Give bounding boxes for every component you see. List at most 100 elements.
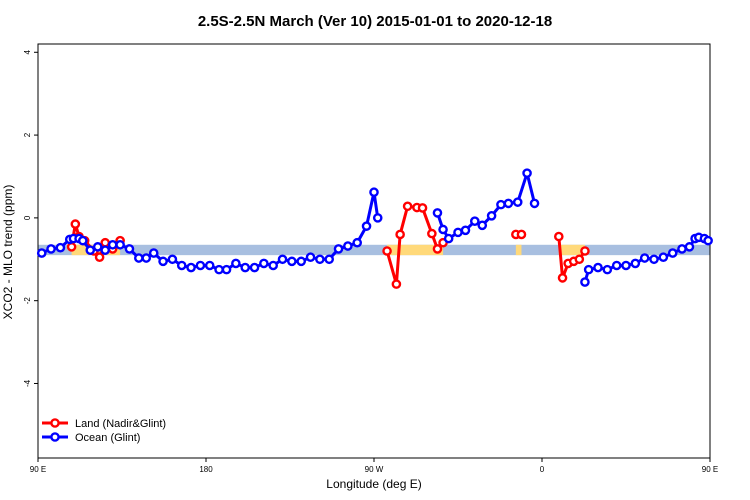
data-point [107,239,118,250]
data-point [630,258,641,269]
data-point [557,273,568,283]
data-point [240,262,250,273]
data-point [427,228,437,239]
data-point [158,256,168,267]
data-point [516,229,527,240]
land-band-4 [558,244,585,256]
axes: 90 E 180 90 W 0 90 E -4 -2 0 2 4 [23,50,718,474]
data-point [124,244,135,254]
data-point [580,246,590,256]
data-point [602,264,613,275]
data-point [469,216,480,226]
x-axis-label: Longitude (deg E) [326,477,421,491]
data-point [221,264,232,275]
legend-label: Land (Nadir&Glint) [75,418,166,430]
legend-marker [50,432,60,442]
data-point [133,253,144,263]
data-point [372,213,383,223]
data-point [486,211,497,221]
data-point [100,237,110,248]
series-ocean [36,168,713,287]
chart-title: 2.5S-2.5N March (Ver 10) 2015-01-01 to 2… [198,13,552,30]
data-point [231,258,241,269]
y-tick-label: 2 [23,132,32,137]
land-band-3 [515,244,522,256]
x-tick-label: 90 E [702,465,718,474]
data-point [46,244,56,254]
data-point [94,252,105,263]
data-point [438,224,448,235]
data-point [268,260,279,271]
x-tick-label: 180 [199,465,213,474]
data-point [214,264,224,275]
data-point [391,279,402,289]
data-point [100,245,110,255]
y-tick-label: 0 [23,215,32,220]
data-point [36,248,47,258]
data-point [92,242,103,252]
data-point [503,198,514,209]
data-point [305,252,316,263]
data-point [259,258,269,269]
data-point [417,203,428,213]
legend-marker [50,418,60,428]
data-point [148,248,159,258]
data-point [529,198,540,209]
data-point [55,242,66,253]
data-point [554,231,564,242]
y-tick-label: -2 [23,297,32,305]
data-point [574,254,585,265]
data-point [703,235,713,246]
data-point [382,246,392,256]
data-point [649,254,659,265]
legend-label: Ocean (Glint) [75,432,140,444]
y-tick-label: 4 [23,50,32,55]
data-point [580,277,590,287]
legend: Land (Nadir&Glint) Ocean (Glint) [42,418,166,444]
y-tick-label: -4 [23,379,32,387]
data-point [522,168,532,178]
data-point [315,254,325,265]
data-point [639,253,650,263]
data-point [460,225,471,236]
data-point [324,254,335,265]
series-layer [36,168,713,289]
data-point [611,260,622,271]
data-point [287,256,297,267]
data-point [593,262,603,273]
data-point [195,260,206,271]
data-point [684,242,695,252]
data-point [361,221,372,231]
data-point [333,244,344,254]
data-point [477,220,488,231]
data-point [432,208,443,218]
data-point [512,197,523,207]
data-point [443,233,454,244]
land-band-2 [387,244,444,256]
x-tick-label: 0 [540,465,545,474]
data-point [66,242,77,252]
data-point [621,260,631,271]
data-point [343,241,353,251]
data-point [70,219,81,229]
ocean-band [38,244,710,256]
data-point [369,187,379,198]
data-point [667,248,678,258]
data-point [78,235,88,246]
x-tick-label: 90 E [30,465,46,474]
data-point [85,245,96,255]
data-point [204,260,215,271]
data-point [141,253,152,263]
data-point [395,229,405,240]
data-point [115,239,125,250]
data-point [167,254,178,265]
data-point [277,254,288,265]
data-point [453,227,463,238]
data-point [583,264,594,275]
data-point [677,244,687,254]
data-point [249,262,260,273]
data-point [402,201,413,212]
x-tick-label: 90 W [365,465,384,474]
data-point [296,256,307,267]
